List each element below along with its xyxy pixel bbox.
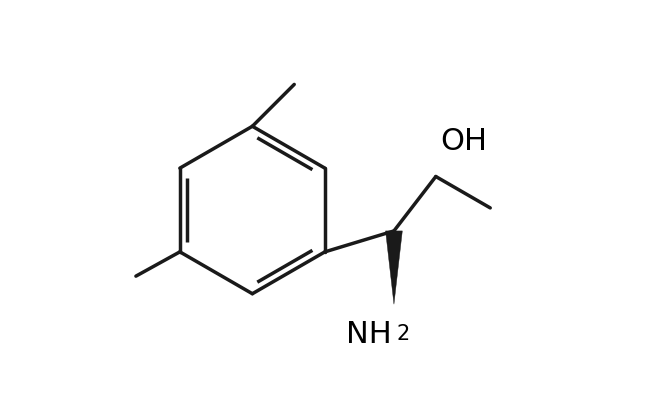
Text: 2: 2 xyxy=(397,324,409,344)
Text: NH: NH xyxy=(346,320,392,349)
Text: OH: OH xyxy=(440,126,487,155)
Polygon shape xyxy=(385,231,402,304)
